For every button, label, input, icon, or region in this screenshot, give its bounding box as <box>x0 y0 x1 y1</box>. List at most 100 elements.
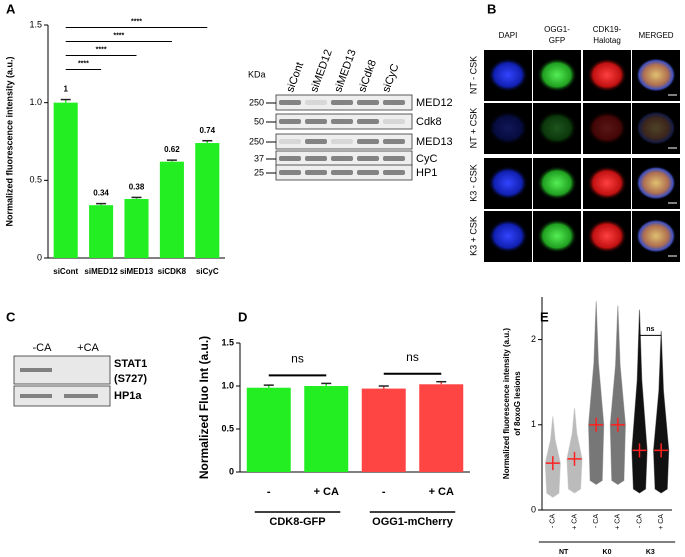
y-tick-label: 0 <box>229 466 234 476</box>
y-axis-label: Normalized Fluo Int (a.u.) <box>197 336 211 479</box>
nucleus <box>587 58 627 92</box>
bar <box>419 384 464 472</box>
nucleus <box>488 219 528 253</box>
blot-band <box>331 119 353 124</box>
y-tick-label: 0 <box>531 504 536 514</box>
row-label: K3 - CSK <box>468 164 478 202</box>
protein-label: CyC <box>416 153 437 165</box>
nucleus <box>488 111 528 145</box>
lane-label: siCyC <box>380 62 401 94</box>
comparison-label: ns <box>406 350 419 364</box>
marker-label: 250 <box>249 136 264 146</box>
blot-band <box>20 394 52 398</box>
y-tick-label: 1 <box>531 419 536 429</box>
group-label: K3 <box>646 549 655 556</box>
y-tick-label: 0 <box>37 252 42 262</box>
bar <box>304 386 349 472</box>
blot-band <box>357 156 379 161</box>
y-tick-label: 1.0 <box>29 97 42 107</box>
blot-band <box>279 119 301 124</box>
blot-band <box>331 170 353 175</box>
row-label: NT + CSK <box>468 108 478 149</box>
y-tick-label: 0.5 <box>221 423 234 433</box>
point-cloud <box>609 305 626 486</box>
y-tick-label: 2 <box>531 334 536 344</box>
x-tick-label: siMED12 <box>84 267 118 276</box>
point-cloud <box>566 407 583 494</box>
y-axis-label: Normalized fluorescence intensity (a.u.) <box>502 328 511 479</box>
protein-label: (S727) <box>114 373 147 385</box>
x-tick-label: + CA <box>615 514 622 530</box>
y-tick-label: 1.5 <box>221 337 234 347</box>
nucleus <box>488 58 528 92</box>
y-axis-label: Normalized fluorescence intensity (a.u.) <box>4 56 14 226</box>
row-label: K3 + CSK <box>468 216 478 256</box>
data-label: 0.34 <box>93 189 109 198</box>
blot-band <box>331 139 353 144</box>
comparison-label: **** <box>131 18 142 25</box>
blot-band <box>357 170 379 175</box>
x-tick-label: + CA <box>314 486 339 498</box>
data-label: 1 <box>63 85 68 94</box>
protein-label: MED12 <box>416 97 453 109</box>
blot-band <box>357 139 379 144</box>
blot-band <box>279 156 301 161</box>
x-tick-label: - <box>382 486 386 498</box>
blot-band <box>305 100 327 105</box>
nucleus <box>488 166 528 200</box>
nucleus <box>587 111 627 145</box>
column-label: OGG1- <box>544 25 570 34</box>
y-tick-label: 0.5 <box>29 175 42 185</box>
nucleus <box>587 166 627 200</box>
y-tick-label: 1.5 <box>29 19 42 29</box>
protein-label: MED13 <box>416 136 453 148</box>
blot-band <box>383 156 405 161</box>
data-label: 0.38 <box>129 183 145 192</box>
nucleus <box>587 219 627 253</box>
lane-label: siCont <box>284 61 306 94</box>
x-tick-label: + CA <box>658 514 665 530</box>
bar <box>361 388 406 472</box>
bar <box>124 198 149 258</box>
blot-band <box>331 100 353 105</box>
panel-label: A <box>6 1 16 16</box>
x-tick-label: - <box>267 486 271 498</box>
nucleus <box>636 58 676 92</box>
x-tick-label: siMED13 <box>120 267 154 276</box>
bar <box>159 161 184 258</box>
marker-label: 25 <box>254 167 264 177</box>
panel-label: E <box>540 309 549 324</box>
nucleus <box>636 166 676 200</box>
protein-label: Cdk8 <box>416 116 442 128</box>
column-label: Halotag <box>593 36 621 45</box>
lane-label: siMED12 <box>308 48 335 94</box>
panel-label: D <box>238 309 247 324</box>
group-label: NT <box>559 549 569 556</box>
blot-band <box>64 394 98 398</box>
data-label: 0.62 <box>164 145 180 154</box>
y-axis-label: of 8oxoG lesions <box>513 371 522 436</box>
panel-label: B <box>487 1 496 16</box>
nucleus <box>636 111 676 145</box>
protein-label: STAT1 <box>114 358 147 370</box>
comparison-label: **** <box>113 32 124 39</box>
panel-label: C <box>6 309 16 324</box>
bar <box>53 102 78 259</box>
nucleus <box>537 111 577 145</box>
x-tick-label: - CA <box>550 514 557 528</box>
comparison-label: ns <box>646 326 654 333</box>
column-label: CDK19- <box>593 25 622 34</box>
x-tick-label: - CA <box>593 514 600 528</box>
row-label: NT - CSK <box>468 56 478 94</box>
blot-band <box>383 139 405 144</box>
column-label: GFP <box>549 36 565 45</box>
comparison-label: **** <box>78 60 89 67</box>
protein-label: HP1 <box>416 167 437 179</box>
protein-label: HP1a <box>114 390 142 402</box>
column-label: MERGED <box>638 31 673 40</box>
blot-band <box>357 119 379 124</box>
blot-band <box>383 100 405 105</box>
bar <box>246 387 291 472</box>
nucleus <box>537 58 577 92</box>
